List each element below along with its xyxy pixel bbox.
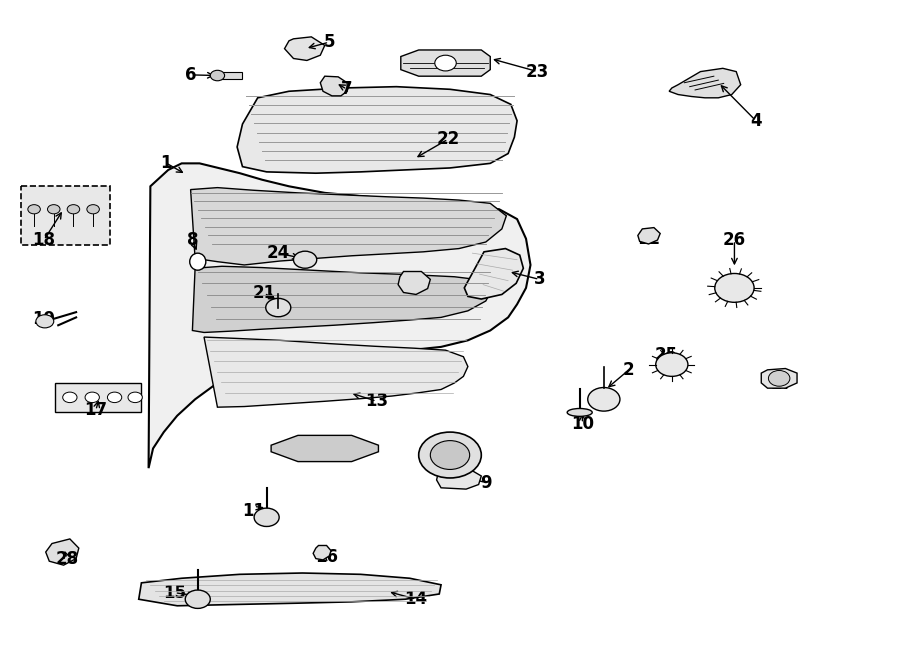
Circle shape [48, 205, 60, 214]
Circle shape [769, 370, 790, 386]
Text: 28: 28 [56, 549, 78, 568]
Polygon shape [400, 50, 490, 76]
Polygon shape [464, 249, 523, 299]
Ellipse shape [567, 408, 592, 416]
Text: 3: 3 [534, 270, 545, 288]
Text: 5: 5 [323, 33, 335, 51]
Circle shape [86, 392, 99, 403]
Polygon shape [148, 163, 530, 468]
Text: 6: 6 [184, 66, 196, 84]
Circle shape [418, 432, 482, 478]
Text: 23: 23 [526, 63, 549, 81]
Polygon shape [193, 266, 493, 332]
Circle shape [435, 56, 456, 71]
Polygon shape [191, 188, 507, 265]
Circle shape [588, 387, 620, 411]
Bar [213, 71, 241, 79]
Polygon shape [237, 87, 518, 173]
Polygon shape [55, 383, 141, 412]
Text: 11: 11 [242, 502, 265, 520]
Polygon shape [21, 186, 110, 245]
Text: 13: 13 [365, 392, 388, 410]
Circle shape [656, 353, 688, 376]
Circle shape [715, 274, 754, 302]
Polygon shape [271, 436, 378, 461]
Circle shape [128, 392, 142, 403]
Circle shape [266, 298, 291, 317]
Circle shape [293, 251, 317, 268]
Text: 15: 15 [163, 584, 186, 602]
Text: 18: 18 [32, 231, 56, 249]
Ellipse shape [190, 253, 206, 270]
Polygon shape [638, 227, 661, 244]
Text: 21: 21 [252, 284, 275, 302]
Text: 20: 20 [404, 277, 428, 295]
Circle shape [68, 205, 80, 214]
Text: 4: 4 [750, 112, 761, 130]
Text: 7: 7 [341, 80, 353, 98]
Circle shape [254, 508, 279, 526]
Text: 26: 26 [723, 231, 746, 249]
Polygon shape [284, 37, 325, 60]
Text: 24: 24 [266, 244, 290, 262]
Text: 25: 25 [655, 346, 678, 364]
Circle shape [36, 315, 54, 328]
Polygon shape [313, 545, 331, 560]
Polygon shape [398, 272, 430, 294]
Polygon shape [761, 369, 797, 388]
Polygon shape [46, 539, 79, 565]
Text: 22: 22 [436, 130, 460, 148]
Text: 16: 16 [315, 547, 338, 566]
Text: 8: 8 [186, 231, 198, 249]
Polygon shape [320, 76, 347, 96]
Text: 10: 10 [571, 414, 594, 432]
Text: 17: 17 [85, 401, 107, 420]
Text: 9: 9 [480, 473, 491, 492]
Circle shape [430, 441, 470, 469]
Circle shape [211, 70, 225, 81]
Text: 14: 14 [404, 590, 428, 608]
Text: 27: 27 [771, 375, 795, 393]
Text: 1: 1 [160, 154, 171, 172]
Circle shape [87, 205, 99, 214]
Circle shape [63, 392, 77, 403]
Polygon shape [669, 68, 741, 98]
Text: 2: 2 [623, 361, 634, 379]
Circle shape [185, 590, 211, 608]
Circle shape [28, 205, 40, 214]
Text: 12: 12 [637, 230, 660, 248]
Polygon shape [204, 337, 468, 407]
Circle shape [107, 392, 122, 403]
Polygon shape [139, 573, 441, 605]
Text: 19: 19 [32, 310, 56, 328]
Polygon shape [436, 468, 482, 489]
